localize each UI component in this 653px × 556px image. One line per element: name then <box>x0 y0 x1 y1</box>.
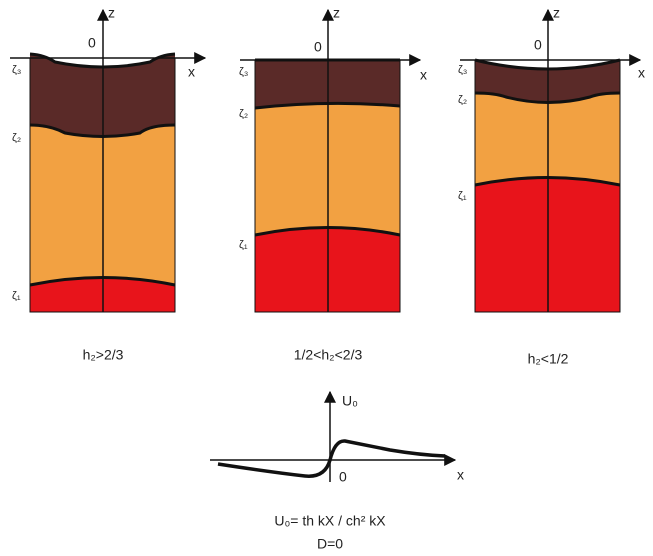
caption: h₂<1/2 <box>528 351 569 367</box>
zeta1-label: ζ₁ <box>458 190 467 202</box>
y-label: U₀ <box>342 393 358 409</box>
profile: U₀ 0 x U₀= th kX / ch² kX D=0 <box>210 392 464 552</box>
formula: U₀= th kX / ch² kX <box>274 513 386 529</box>
zeta2-label: ζ₂ <box>458 94 467 106</box>
zeta1-label: ζ₁ <box>12 290 21 302</box>
x-label: x <box>638 65 645 81</box>
condition: D=0 <box>317 536 343 552</box>
origin-label: 0 <box>534 37 542 53</box>
origin-label: 0 <box>88 35 96 51</box>
x-label: x <box>420 67 427 83</box>
diagram: z 0 x ζ₃ ζ₂ ζ₁ h₂>2/3 z 0 x ζ₃ ζ₂ ζ₁ 1/2… <box>0 0 653 556</box>
panel-3: z 0 x ζ₃ ζ₂ ζ₁ h₂<1/2 <box>458 5 645 367</box>
zeta2-label: ζ₂ <box>12 132 21 144</box>
zeta1-label: ζ₁ <box>239 239 248 251</box>
zeta3-label: ζ₃ <box>458 64 467 76</box>
panel-1: z 0 x ζ₃ ζ₂ ζ₁ h₂>2/3 <box>10 5 205 363</box>
panel-2: z 0 x ζ₃ ζ₂ ζ₁ 1/2<h₂<2/3 <box>239 5 427 363</box>
z-label: z <box>333 5 340 21</box>
origin-label: 0 <box>314 39 322 55</box>
zeta2-label: ζ₂ <box>239 108 248 120</box>
caption: 1/2<h₂<2/3 <box>294 347 363 363</box>
x-label: x <box>457 467 464 483</box>
z-label: z <box>553 5 560 21</box>
zeta3-label: ζ₃ <box>239 66 248 78</box>
z-label: z <box>108 5 115 21</box>
origin-label: 0 <box>339 469 347 485</box>
x-label: x <box>188 64 195 80</box>
zeta3-label: ζ₃ <box>12 64 21 76</box>
caption: h₂>2/3 <box>83 347 124 363</box>
